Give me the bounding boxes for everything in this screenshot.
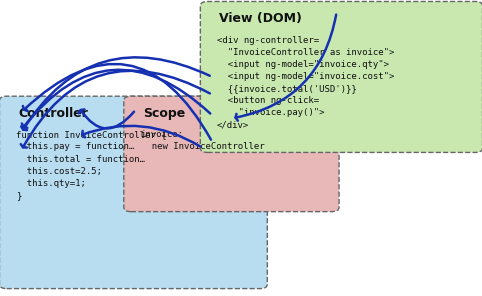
FancyBboxPatch shape: [201, 1, 482, 152]
Text: invoice:
  new InvoiceController: invoice: new InvoiceController: [141, 130, 264, 151]
Text: function InvoiceController {
  this.pay = function…
  this.total = function…
  t: function InvoiceController { this.pay = …: [16, 130, 167, 200]
Text: Controller: Controller: [19, 107, 89, 120]
FancyBboxPatch shape: [124, 96, 339, 212]
Text: View (DOM): View (DOM): [219, 12, 302, 25]
Text: Scope: Scope: [143, 107, 185, 120]
Text: <div ng-controller=
  "InvoiceController as invoice">
  <input ng-model="invoice: <div ng-controller= "InvoiceController a…: [217, 36, 394, 130]
FancyBboxPatch shape: [0, 96, 268, 289]
